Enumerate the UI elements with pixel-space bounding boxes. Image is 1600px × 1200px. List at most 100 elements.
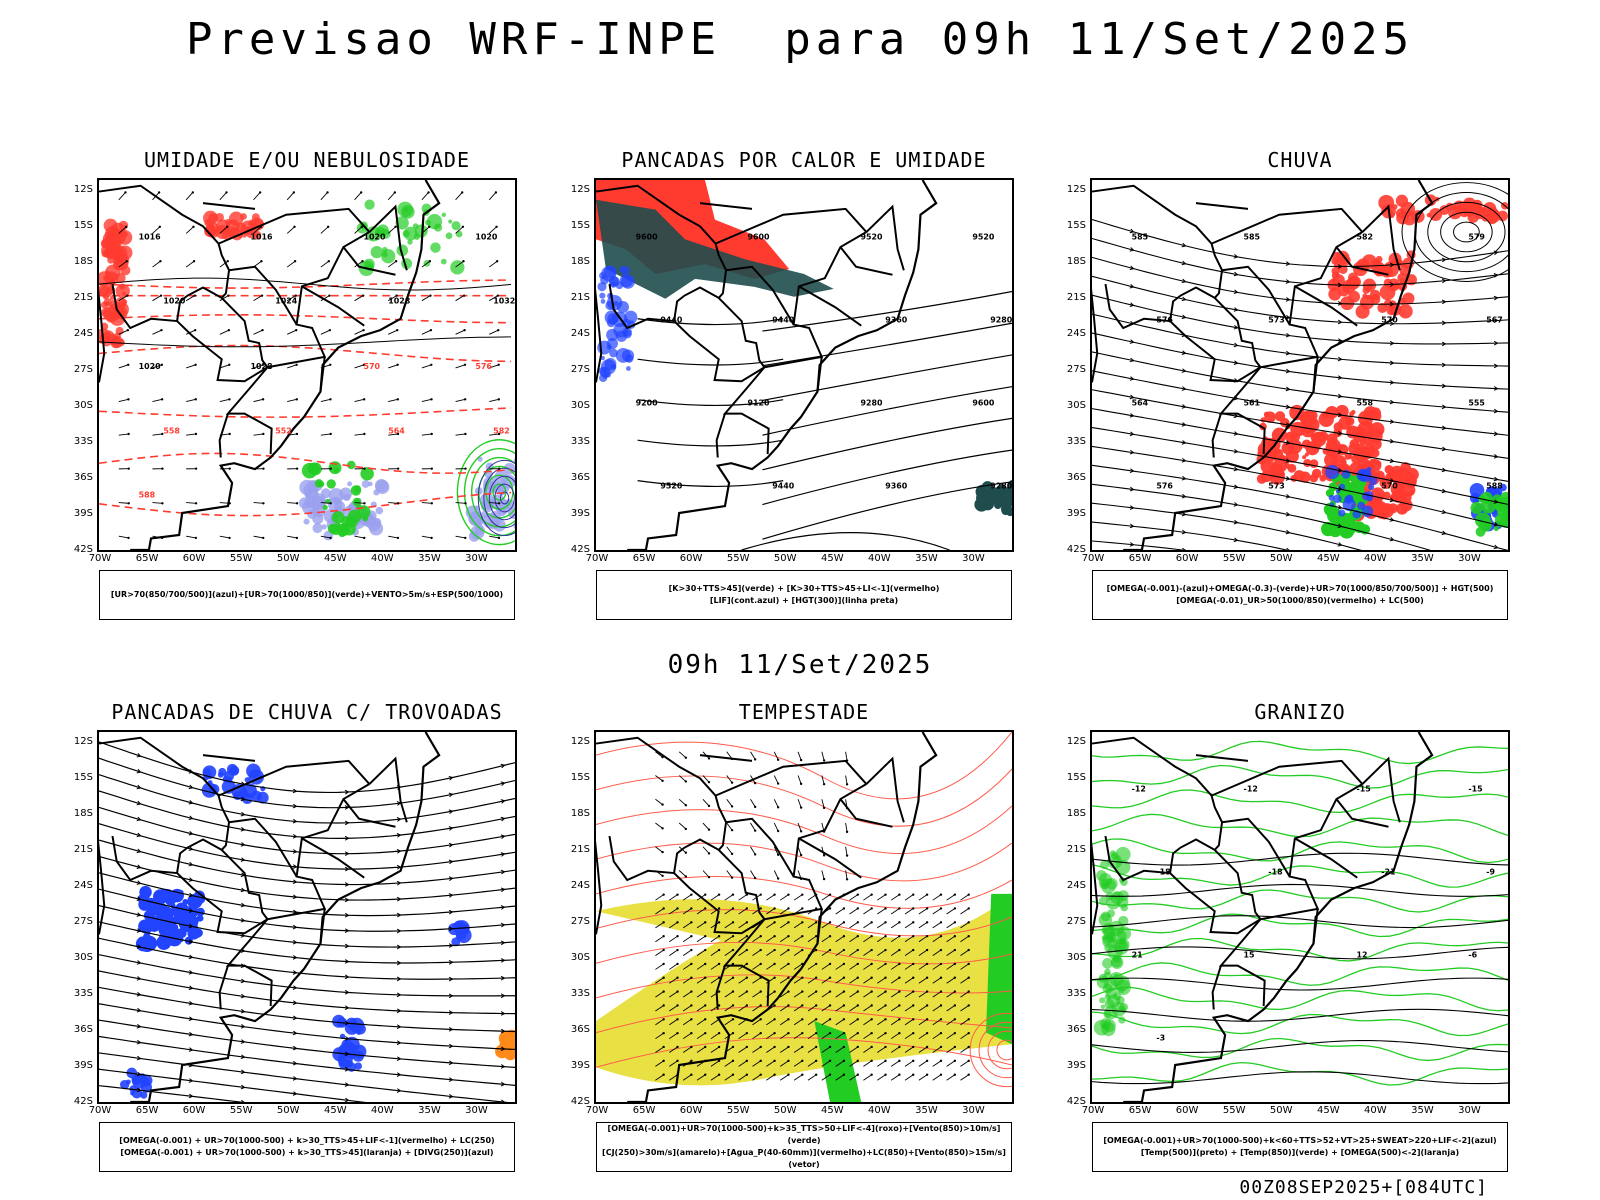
lon-tick-label: 60W <box>679 1105 703 1116</box>
lat-tick-label: 21S <box>570 844 590 855</box>
contour-label: 1020 <box>363 232 386 241</box>
lat-tick-label: 36S <box>1066 1024 1086 1035</box>
lat-tick-label: 27S <box>1066 916 1086 927</box>
legend-line: [OMEGA(-0.001)+UR>70(1000-500)+k>35_TTS>… <box>607 1124 1001 1145</box>
lat-tick-label: 33S <box>570 988 590 999</box>
legend-line: [OMEGA(-0.001) + UR>70(1000-500) + k>30_… <box>119 1136 495 1145</box>
contour-label: -21 <box>1381 867 1395 876</box>
lon-tick-label: 65W <box>135 553 159 564</box>
contour-label: 573 <box>1268 482 1285 491</box>
legend-granizo: [OMEGA(-0.001)+UR>70(1000-500)+k<60+TTS>… <box>1092 1122 1508 1172</box>
lat-tick-label: 39S <box>570 508 590 519</box>
lat-tick-label: 42S <box>73 544 93 555</box>
lon-tick-label: 70W <box>1081 553 1105 564</box>
contour-label: 576 <box>1156 482 1173 491</box>
map-canvas-chuva: 585 585 582 579 576 573 570 567 564 561 558 555 576 5… <box>1092 180 1508 550</box>
lat-tick-label: 15S <box>73 220 93 231</box>
contour-label: 552 <box>275 426 292 435</box>
lat-tick-label: 18S <box>73 808 93 819</box>
lon-tick-label: 35W <box>1411 553 1434 564</box>
legend-chuva: [OMEGA(-0.001)-(azul)+OMEGA(-0.3)-(verde… <box>1092 570 1508 620</box>
lon-tick-label: 45W <box>820 553 844 564</box>
lat-tick-label: 18S <box>570 256 590 267</box>
lon-tick-label: 70W <box>585 1105 609 1116</box>
lat-tick-label: 24S <box>73 880 93 891</box>
lon-tick-label: 65W <box>135 1105 159 1116</box>
contour-label: -18 <box>1268 867 1283 876</box>
lon-tick-label: 55W <box>229 1105 253 1116</box>
panel-title-granizo: GRANIZO <box>1254 700 1346 724</box>
lat-tick-label: 33S <box>73 988 93 999</box>
lon-tick-label: 50W <box>773 1105 797 1116</box>
contour-label: 21 <box>1132 951 1143 960</box>
panel-title-pancadas_trovoadas: PANCADAS DE CHUVA C/ TROVOADAS <box>111 700 503 724</box>
lat-tick-label: 36S <box>73 472 93 483</box>
lat-tick-label: 42S <box>1066 1096 1086 1107</box>
lat-tick-label: 12S <box>1066 736 1086 747</box>
lon-tick-label: 40W <box>1364 553 1387 564</box>
lat-tick-label: 24S <box>1066 328 1086 339</box>
lon-tick-label: 40W <box>371 553 394 564</box>
contour-label: 561 <box>1244 399 1261 408</box>
lon-tick-label: 35W <box>418 1105 441 1116</box>
lon-tick-label: 70W <box>585 553 609 564</box>
lon-tick-label: 45W <box>1316 1105 1340 1116</box>
lon-tick-label: 70W <box>1081 1105 1105 1116</box>
lat-tick-label: 36S <box>570 1024 590 1035</box>
legend-line: [K>30+TTS>45](verde) + [K>30+TTS>45+LI<-… <box>668 584 940 593</box>
lat-tick-label: 33S <box>1066 988 1086 999</box>
contour-label: 1020 <box>163 297 186 306</box>
lon-tick-label: 55W <box>1222 553 1246 564</box>
page-title: Previsao WRF-INPE para 09h 11/Set/2025 <box>185 14 1415 65</box>
lon-tick-label: 40W <box>371 1105 394 1116</box>
contour-label: 1024 <box>275 297 298 306</box>
contour-label: 12 <box>1356 951 1367 960</box>
lat-tick-label: 27S <box>570 364 590 375</box>
lat-tick-label: 12S <box>570 184 590 195</box>
contour-label: 9520 <box>860 232 883 241</box>
lat-tick-label: 15S <box>1066 220 1086 231</box>
lon-tick-label: 35W <box>915 1105 938 1116</box>
lon-tick-label: 45W <box>820 1105 844 1116</box>
lon-tick-label: 30W <box>1458 553 1481 564</box>
lat-tick-label: 42S <box>570 1096 590 1107</box>
lon-tick-label: 50W <box>773 553 797 564</box>
contour-label: 558 <box>1356 399 1373 408</box>
map-granizo: -12 -12 -15 -15 -18 -18 -21 -9 21 15 12 -6 -3 <box>1090 730 1510 1104</box>
lat-tick-label: 39S <box>570 1060 590 1071</box>
lat-tick-label: 42S <box>1066 544 1086 555</box>
contour-label: 585 <box>1244 232 1261 241</box>
lon-tick-label: 45W <box>323 553 347 564</box>
lat-tick-label: 18S <box>73 256 93 267</box>
lat-tick-label: 12S <box>1066 184 1086 195</box>
lat-tick-label: 30S <box>570 400 590 411</box>
lon-tick-label: 55W <box>1222 1105 1246 1116</box>
lat-tick-label: 27S <box>73 364 93 375</box>
map-pancadas_calor: 9600 9600 9520 9520 9440 9440 9360 9280 9200 9120… <box>594 178 1014 552</box>
lat-tick-label: 18S <box>570 808 590 819</box>
lat-tick-label: 24S <box>570 328 590 339</box>
lon-tick-label: 60W <box>1175 553 1199 564</box>
contour-label: 570 <box>363 362 380 371</box>
contour-label: -9 <box>1486 867 1495 876</box>
contour-label: 570 <box>1381 482 1398 491</box>
contour-label: 585 <box>1132 232 1149 241</box>
legend-line: [LIF](cont.azul) + [HGT(300)](linha pret… <box>709 596 899 605</box>
lat-tick-label: 39S <box>1066 1060 1086 1071</box>
lat-tick-label: 18S <box>1066 808 1086 819</box>
lat-tick-label: 39S <box>73 1060 93 1071</box>
contour-label: -3 <box>1156 1034 1165 1043</box>
contour-label: 9600 <box>748 232 771 241</box>
panel-title-pancadas_calor: PANCADAS POR CALOR E UMIDADE <box>621 148 987 172</box>
contour-label: 1028 <box>251 362 274 371</box>
contour-label: -15 <box>1356 784 1370 793</box>
map-canvas-pancadas_trovoadas <box>99 732 515 1102</box>
contour-label: 582 <box>493 426 510 435</box>
contour-label: 9200 <box>636 399 659 408</box>
panel-title-umidade: UMIDADE E/OU NEBULOSIDADE <box>143 148 471 172</box>
legend-tempestade: [OMEGA(-0.001)+UR>70(1000-500)+k>35_TTS>… <box>596 1122 1012 1172</box>
legend-line: [UR>70(850/700/500)](azul)+[UR>70(1000/8… <box>110 590 504 599</box>
map-canvas-pancadas_calor: 9600 9600 9520 9520 9440 9440 9360 9280 9200 9120… <box>596 180 1012 550</box>
map-pancadas_trovoadas <box>97 730 517 1104</box>
lon-tick-label: 65W <box>1128 553 1152 564</box>
